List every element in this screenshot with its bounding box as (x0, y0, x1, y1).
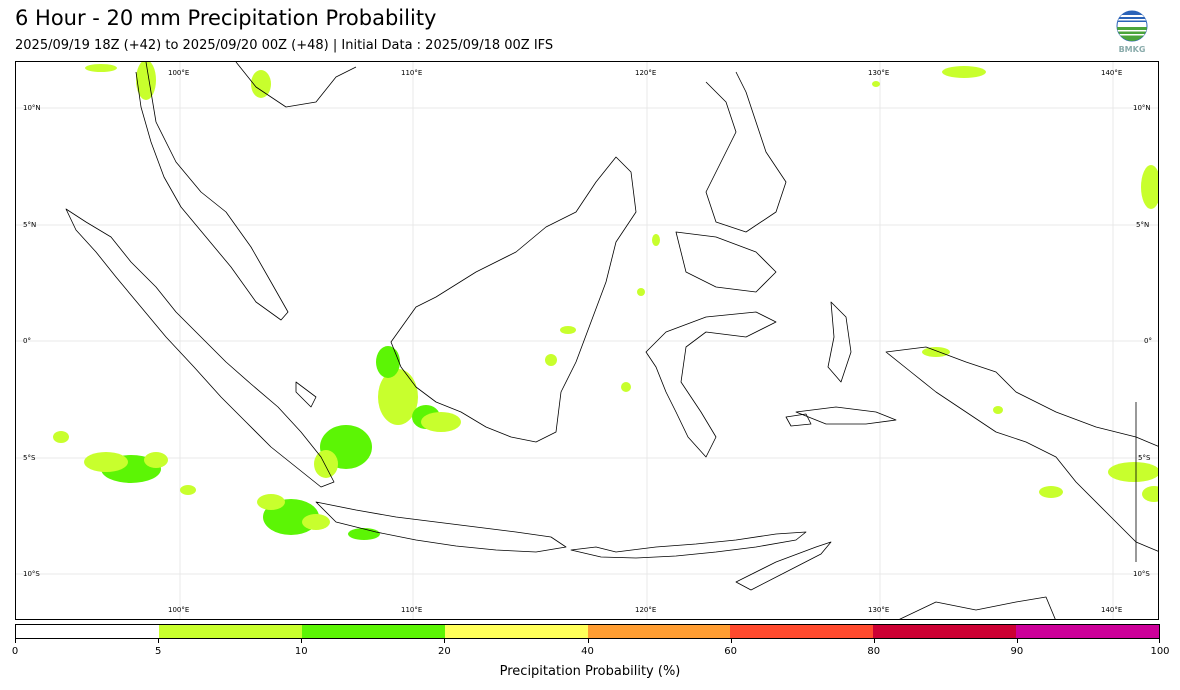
lat-label-0: 0° (23, 337, 31, 345)
colorbar-tick (873, 639, 875, 643)
coast-timor (735, 541, 832, 591)
colorbar-label: 90 (1010, 646, 1024, 657)
lat-label-5n-right: 5°N (1136, 221, 1149, 229)
colorbar-label: 100 (1150, 646, 1170, 657)
prob-patch-sumatra-southwest (53, 431, 196, 495)
prob-patch-java-sea-west (314, 346, 461, 478)
colorbar (15, 624, 1160, 639)
coast-sulawesi (645, 311, 777, 458)
colorbar-ticks: 0 5 10 20 40 60 80 90 100 (11, 639, 1170, 659)
coast-malay-peninsula (135, 62, 289, 321)
coast-java (315, 501, 567, 553)
colorbar-title: Precipitation Probability (%) (499, 664, 681, 679)
coast-bangka (295, 381, 317, 408)
prob-patch-sunda-strait (257, 494, 380, 540)
lon-label-100e: 100°E (168, 69, 189, 77)
colorbar-tick (1016, 639, 1018, 643)
coast-indochina (235, 62, 357, 108)
colorbar-segment (444, 625, 588, 638)
colorbar-tick (444, 639, 446, 643)
map-title: 6 Hour - 20 mm Precipitation Probability (15, 6, 437, 30)
coast-nusa-tenggara (570, 531, 807, 559)
colorbar-segment (158, 625, 302, 638)
lat-label-10n-right: 10°N (1133, 104, 1151, 112)
colorbar-label: 5 (154, 646, 162, 657)
lat-labels-left: 10°N 5°N 0° 5°S 10°S (23, 104, 41, 578)
lon-label-130e: 130°E (868, 69, 889, 77)
colorbar-label: 20 (438, 646, 451, 657)
colorbar-tick (730, 639, 732, 643)
colorbar-segment (587, 625, 731, 638)
coast-sumatra (65, 208, 335, 488)
coast-halmahera (827, 301, 852, 383)
colorbar-label: 80 (867, 646, 881, 657)
colorbar-tick (158, 639, 160, 643)
colorbar-segment (730, 625, 874, 638)
lon-labels-top: 100°E 110°E 120°E 130°E 140°E (168, 69, 1122, 77)
colorbar-label: 10 (294, 646, 308, 657)
probability-field (53, 62, 1158, 540)
colorbar-label: 60 (724, 646, 737, 657)
lat-label-5n: 5°N (23, 221, 36, 229)
lat-label-5s: 5°S (23, 454, 36, 462)
map-subtitle: 2025/09/19 18Z (+42) to 2025/09/20 00Z (… (15, 38, 554, 53)
lon-label-120e-bottom: 120°E (635, 606, 656, 614)
lon-label-140e-bottom: 140°E (1101, 606, 1122, 614)
colorbar-tick (587, 639, 589, 643)
map-panel: 10°N 5°N 0° 5°S 10°S 10°N 5°N 0° 5°S 10°… (15, 61, 1159, 620)
lon-label-100e-bottom: 100°E (168, 606, 189, 614)
coast-australia (899, 596, 1056, 619)
lon-label-130e-bottom: 130°E (868, 606, 889, 614)
lon-label-110e-bottom: 110°E (401, 606, 422, 614)
colorbar-segment (301, 625, 445, 638)
lon-label-120e: 120°E (635, 69, 656, 77)
coastlines (65, 62, 1158, 619)
colorbar-tick (1159, 639, 1160, 643)
colorbar-label: 0 (11, 646, 19, 657)
colorbar-tick (15, 639, 16, 643)
colorbar-segment (1016, 625, 1159, 638)
colorbar-segment (16, 625, 159, 638)
coast-buru (785, 413, 812, 427)
coast-new-guinea (885, 346, 1158, 552)
colorbar-tick (301, 639, 303, 643)
coast-seram (795, 406, 897, 425)
graticule (16, 62, 1158, 619)
lat-label-10s-right: 10°S (1133, 570, 1150, 578)
lat-label-10s: 10°S (23, 570, 40, 578)
coast-borneo (390, 156, 637, 443)
map-canvas: 10°N 5°N 0° 5°S 10°S 10°N 5°N 0° 5°S 10°… (16, 62, 1158, 619)
bmkg-logo: BMKG (1112, 10, 1152, 56)
lat-labels-right: 10°N 5°N 0° 5°S 10°S (1133, 104, 1152, 578)
lat-label-5s-right: 5°S (1138, 454, 1151, 462)
logo-text: BMKG (1119, 45, 1146, 54)
lon-label-110e: 110°E (401, 69, 422, 77)
prob-patch-misc (85, 62, 1158, 502)
lat-label-10n: 10°N (23, 104, 41, 112)
coast-philippines (705, 71, 787, 233)
lon-labels-bottom: 100°E 110°E 120°E 130°E 140°E (168, 606, 1122, 614)
colorbar-label: 40 (581, 646, 594, 657)
lon-label-140e: 140°E (1101, 69, 1122, 77)
colorbar-segment (873, 625, 1017, 638)
lat-label-0-right: 0° (1144, 337, 1152, 345)
coast-mindanao (675, 231, 777, 293)
